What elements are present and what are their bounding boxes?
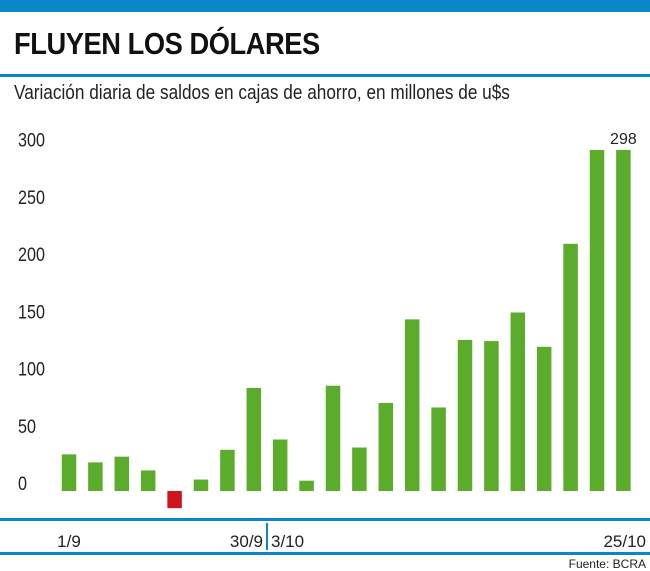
- bar: [140, 470, 156, 491]
- y-tick-label: 150: [18, 301, 45, 323]
- data-label: 298: [610, 131, 637, 148]
- y-tick-label: 50: [18, 416, 36, 438]
- y-tick-label: 100: [18, 358, 45, 380]
- x-tick-label: 25/10: [603, 532, 646, 551]
- x-axis-top-rule: [0, 518, 650, 521]
- y-tick-label: 300: [18, 129, 45, 151]
- bar: [536, 346, 552, 491]
- bar: [510, 312, 526, 491]
- bar: [563, 243, 578, 491]
- chart-title: FLUYEN LOS DÓLARES: [14, 26, 320, 61]
- bar: [457, 339, 473, 491]
- bar: [220, 449, 235, 491]
- bar: [378, 402, 394, 491]
- top-accent-bar: [0, 0, 650, 12]
- bar: [299, 480, 314, 491]
- bar: [352, 447, 367, 491]
- bar: [272, 439, 288, 491]
- bar: [484, 341, 499, 491]
- y-tick-label: 0: [18, 473, 27, 495]
- bar: [325, 385, 341, 491]
- x-axis-bottom-rule: [0, 552, 650, 555]
- y-tick-label: 200: [18, 244, 45, 266]
- bar: [88, 462, 103, 491]
- bar: [246, 388, 262, 491]
- month-separator: [266, 523, 268, 550]
- bar: [616, 150, 631, 491]
- bar-negative: [167, 491, 182, 509]
- source-note: Fuente: BCRA: [568, 557, 646, 571]
- x-tick-label: 1/9: [57, 532, 81, 551]
- title-divider: [0, 74, 650, 77]
- bar: [114, 456, 130, 491]
- y-tick-label: 250: [18, 187, 45, 209]
- x-tick-label: 30/9: [230, 532, 263, 551]
- bar: [193, 479, 209, 491]
- x-tick-label: 3/10: [271, 532, 304, 551]
- bar: [404, 319, 420, 491]
- bar: [61, 454, 77, 491]
- bar: [431, 407, 446, 491]
- bar: [589, 150, 605, 491]
- chart-subtitle: Variación diaria de saldos en cajas de a…: [14, 82, 510, 104]
